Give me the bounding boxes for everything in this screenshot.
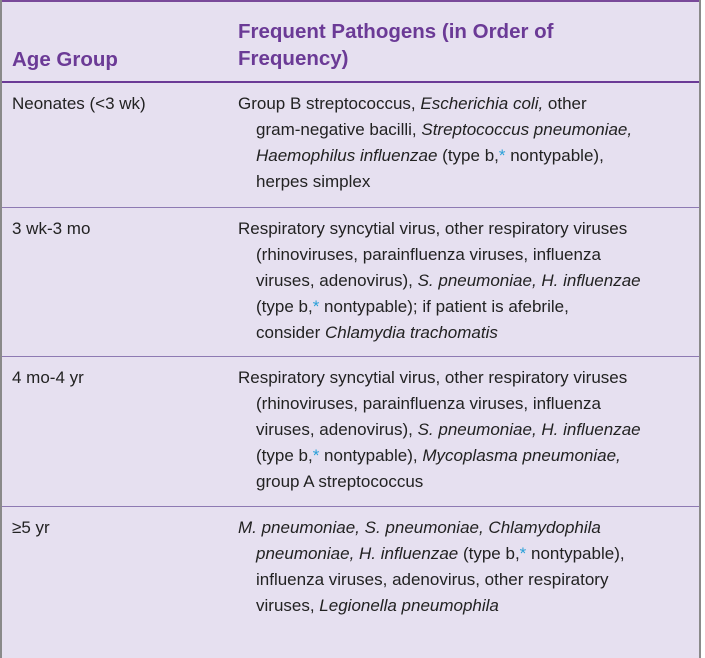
pathogens-line: consider Chlamydia trachomatis <box>256 323 498 342</box>
table-header: Age Group Frequent Pathogens (in Order o… <box>2 2 699 81</box>
age-group-cell: 4 mo-4 yr <box>12 368 84 387</box>
pathogens-line: viruses, adenovirus), S. pneumoniae, H. … <box>256 420 641 439</box>
header-pathogens-line-2: Frequency) <box>238 47 349 70</box>
pathogens-line: group A streptococcus <box>256 472 424 491</box>
pathogens-line: (rhinoviruses, parainfluenza viruses, in… <box>256 245 601 264</box>
pathogens-line: Group B streptococcus, Escherichia coli,… <box>238 94 587 113</box>
pathogens-line: pneumoniae, H. influenzae (type b,* nont… <box>256 544 625 563</box>
pathogens-cell: Respiratory syncytial virus, other respi… <box>238 216 690 346</box>
age-group-cell: Neonates (<3 wk) <box>12 94 146 113</box>
pathogens-line: Respiratory syncytial virus, other respi… <box>238 368 628 387</box>
age-group-cell: ≥5 yr <box>12 518 50 537</box>
pathogens-cell: M. pneumoniae, S. pneumoniae, Chlamydoph… <box>238 515 690 619</box>
pathogens-line: (type b,* nontypable), Mycoplasma pneumo… <box>256 446 621 465</box>
table-row: 4 mo-4 yr Respiratory syncytial virus, o… <box>2 357 699 506</box>
pathogens-line: viruses, adenovirus), S. pneumoniae, H. … <box>256 271 641 290</box>
header-rule <box>2 81 699 83</box>
age-group-cell: 3 wk-3 mo <box>12 219 91 238</box>
table-row: 3 wk-3 mo Respiratory syncytial virus, o… <box>2 208 699 356</box>
header-frequent-pathogens: Frequent Pathogens (in Order of Frequenc… <box>238 18 678 72</box>
footnote-marker: * <box>519 544 527 563</box>
pathogens-line: influenza viruses, adenovirus, other res… <box>256 570 609 589</box>
pathogens-line: viruses, Legionella pneumophila <box>256 596 499 615</box>
pathogens-line: herpes simplex <box>256 172 371 191</box>
pathogens-line: gram-negative bacilli, Streptococcus pne… <box>256 120 633 139</box>
row-divider <box>2 356 699 357</box>
table-row: ≥5 yr M. pneumoniae, S. pneumoniae, Chla… <box>2 507 699 658</box>
pathogens-cell: Respiratory syncytial virus, other respi… <box>238 365 690 495</box>
pathogens-line: (rhinoviruses, parainfluenza viruses, in… <box>256 394 601 413</box>
pathogens-line: Haemophilus influenzae (type b,* nontypa… <box>256 146 604 165</box>
row-divider <box>2 506 699 507</box>
row-divider <box>2 207 699 208</box>
table-row: Neonates (<3 wk) Group B streptococcus, … <box>2 83 699 207</box>
table-top-rule <box>2 0 699 2</box>
header-age-group: Age Group <box>12 48 118 71</box>
footnote-marker: * <box>312 446 320 465</box>
header-pathogens-line-1: Frequent Pathogens (in Order of <box>238 20 554 43</box>
footnote-marker: * <box>312 297 320 316</box>
pathogens-line: (type b,* nontypable); if patient is afe… <box>256 297 569 316</box>
footnote-marker: * <box>498 146 506 165</box>
pathogens-cell: Group B streptococcus, Escherichia coli,… <box>238 91 690 195</box>
pathogens-line: M. pneumoniae, S. pneumoniae, Chlamydoph… <box>238 518 601 537</box>
pathogens-line: Respiratory syncytial virus, other respi… <box>238 219 628 238</box>
